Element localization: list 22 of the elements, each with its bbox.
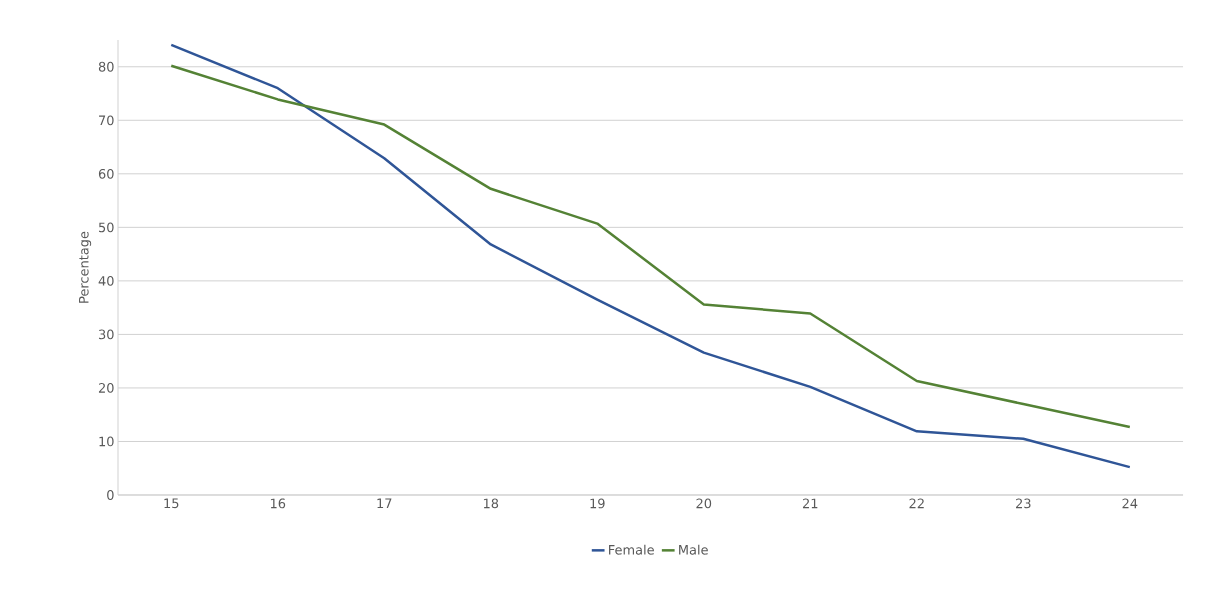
x-tick-label: 17	[377, 498, 392, 508]
legend-label: Male	[679, 544, 708, 555]
x-tick-label: 21	[803, 498, 818, 509]
x-tick-label: 18	[483, 498, 499, 509]
y-tick-label: 60	[98, 168, 114, 179]
x-tick-label: 23	[1016, 498, 1031, 509]
x-tick-label: 15	[164, 498, 179, 509]
legend-label: Female	[609, 544, 654, 555]
x-tick-label: 20	[696, 498, 712, 509]
x-tick-label: 19	[590, 498, 605, 509]
y-axis-title: Percentage	[79, 231, 92, 303]
y-tick-label: 70	[99, 115, 114, 126]
y-tick-label: 30	[98, 329, 114, 340]
x-tick-label: 16	[270, 498, 286, 509]
y-tick-label: 10	[99, 436, 114, 447]
y-tick-label: 40	[98, 275, 114, 286]
x-tick-label: 24	[1122, 498, 1138, 509]
x-tick-label: 22	[909, 498, 924, 509]
y-tick-label: 20	[98, 383, 114, 393]
y-tick-label: 80	[98, 61, 114, 72]
y-tick-label: 0	[107, 490, 114, 500]
y-tick-label: 50	[99, 222, 114, 233]
